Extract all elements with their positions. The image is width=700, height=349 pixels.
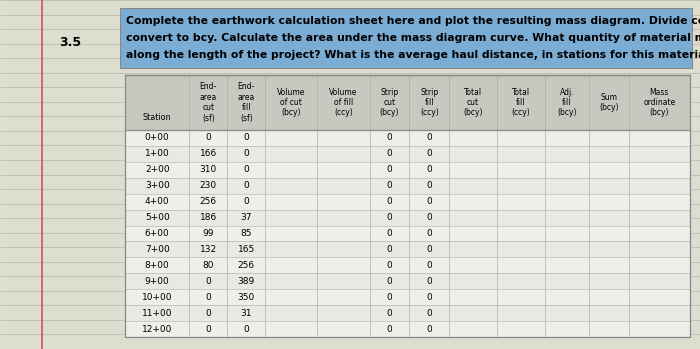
Text: convert to bcy. Calculate the area under the mass diagram curve. What quantity o: convert to bcy. Calculate the area under… bbox=[126, 33, 700, 43]
Text: 11+00: 11+00 bbox=[142, 309, 172, 318]
Bar bbox=[125, 75, 690, 130]
Text: Sum
(bcy): Sum (bcy) bbox=[599, 93, 619, 112]
Text: End-
area
fill
(sf): End- area fill (sf) bbox=[238, 82, 255, 122]
Text: 0: 0 bbox=[244, 325, 249, 334]
Text: 165: 165 bbox=[238, 245, 255, 254]
Text: 0: 0 bbox=[426, 293, 432, 302]
Text: 0: 0 bbox=[206, 293, 211, 302]
Text: 186: 186 bbox=[199, 213, 217, 222]
Text: 0: 0 bbox=[244, 133, 249, 142]
Text: 3.5: 3.5 bbox=[59, 37, 81, 50]
Text: 0: 0 bbox=[386, 149, 392, 158]
Text: 0: 0 bbox=[386, 181, 392, 190]
Text: Mass
ordinate
(bcy): Mass ordinate (bcy) bbox=[643, 88, 676, 117]
Text: 0: 0 bbox=[426, 277, 432, 286]
Text: Strip
cut
(bcy): Strip cut (bcy) bbox=[379, 88, 399, 117]
Text: 389: 389 bbox=[238, 277, 255, 286]
Text: 256: 256 bbox=[238, 261, 255, 270]
Text: 0: 0 bbox=[426, 229, 432, 238]
Text: 0: 0 bbox=[426, 181, 432, 190]
Text: Volume
of cut
(bcy): Volume of cut (bcy) bbox=[277, 88, 306, 117]
Text: 0: 0 bbox=[206, 309, 211, 318]
Text: 0: 0 bbox=[426, 245, 432, 254]
Text: 0: 0 bbox=[426, 261, 432, 270]
Text: 0: 0 bbox=[426, 213, 432, 222]
Text: 0: 0 bbox=[386, 309, 392, 318]
Bar bbox=[125, 257, 690, 273]
Text: 37: 37 bbox=[241, 213, 252, 222]
Text: 230: 230 bbox=[199, 181, 217, 190]
Text: 310: 310 bbox=[199, 165, 217, 174]
Text: 256: 256 bbox=[199, 197, 217, 206]
Text: Total
cut
(bcy): Total cut (bcy) bbox=[463, 88, 483, 117]
Bar bbox=[125, 75, 690, 337]
Text: 0: 0 bbox=[206, 133, 211, 142]
Text: 1+00: 1+00 bbox=[145, 149, 169, 158]
Text: 10+00: 10+00 bbox=[142, 293, 172, 302]
Text: along the length of the project? What is the average haul distance, in stations : along the length of the project? What is… bbox=[126, 50, 700, 60]
Text: End-
area
cut
(sf): End- area cut (sf) bbox=[199, 82, 217, 122]
Text: 0: 0 bbox=[206, 277, 211, 286]
Text: 0: 0 bbox=[244, 197, 249, 206]
Bar bbox=[125, 130, 690, 146]
Text: 0: 0 bbox=[386, 133, 392, 142]
Text: 0: 0 bbox=[206, 325, 211, 334]
Bar bbox=[125, 162, 690, 178]
Text: 0: 0 bbox=[386, 229, 392, 238]
Bar bbox=[125, 210, 690, 225]
Text: Complete the earthwork calculation sheet here and plot the resulting mass diagra: Complete the earthwork calculation sheet… bbox=[126, 16, 700, 26]
Bar bbox=[125, 321, 690, 337]
Text: 0: 0 bbox=[426, 165, 432, 174]
Text: Station: Station bbox=[143, 113, 172, 122]
Text: 0: 0 bbox=[386, 165, 392, 174]
Text: 166: 166 bbox=[199, 149, 217, 158]
Text: 5+00: 5+00 bbox=[145, 213, 169, 222]
Text: 0+00: 0+00 bbox=[145, 133, 169, 142]
Bar bbox=[125, 225, 690, 242]
Text: 0: 0 bbox=[386, 277, 392, 286]
Bar bbox=[120, 8, 692, 68]
Text: Volume
of fill
(ccy): Volume of fill (ccy) bbox=[329, 88, 358, 117]
Bar bbox=[125, 146, 690, 162]
Bar bbox=[125, 273, 690, 289]
Text: 99: 99 bbox=[202, 229, 214, 238]
Text: 350: 350 bbox=[238, 293, 255, 302]
Text: 0: 0 bbox=[244, 181, 249, 190]
Bar bbox=[125, 242, 690, 257]
Bar bbox=[125, 194, 690, 210]
Text: 0: 0 bbox=[386, 293, 392, 302]
Text: 6+00: 6+00 bbox=[145, 229, 169, 238]
Bar bbox=[125, 75, 690, 337]
Text: 0: 0 bbox=[426, 149, 432, 158]
Text: 80: 80 bbox=[202, 261, 214, 270]
Text: 8+00: 8+00 bbox=[145, 261, 169, 270]
Text: Adj.
fill
(bcy): Adj. fill (bcy) bbox=[557, 88, 577, 117]
Text: 0: 0 bbox=[386, 261, 392, 270]
Text: 0: 0 bbox=[426, 325, 432, 334]
Text: 12+00: 12+00 bbox=[142, 325, 172, 334]
Text: 0: 0 bbox=[386, 325, 392, 334]
Text: 9+00: 9+00 bbox=[145, 277, 169, 286]
Text: 0: 0 bbox=[426, 197, 432, 206]
Bar bbox=[125, 305, 690, 321]
Text: 3+00: 3+00 bbox=[145, 181, 169, 190]
Text: 0: 0 bbox=[426, 133, 432, 142]
Text: 0: 0 bbox=[426, 309, 432, 318]
Text: 7+00: 7+00 bbox=[145, 245, 169, 254]
Text: Strip
fill
(ccy): Strip fill (ccy) bbox=[420, 88, 439, 117]
Bar bbox=[125, 289, 690, 305]
Text: 132: 132 bbox=[199, 245, 217, 254]
Text: 2+00: 2+00 bbox=[145, 165, 169, 174]
Text: 0: 0 bbox=[244, 165, 249, 174]
Text: 0: 0 bbox=[386, 213, 392, 222]
Text: 4+00: 4+00 bbox=[145, 197, 169, 206]
Text: 0: 0 bbox=[244, 149, 249, 158]
Text: 85: 85 bbox=[241, 229, 252, 238]
Text: 0: 0 bbox=[386, 245, 392, 254]
Text: Total
fill
(ccy): Total fill (ccy) bbox=[512, 88, 530, 117]
Text: 0: 0 bbox=[386, 197, 392, 206]
Bar bbox=[125, 178, 690, 194]
Text: 31: 31 bbox=[241, 309, 252, 318]
